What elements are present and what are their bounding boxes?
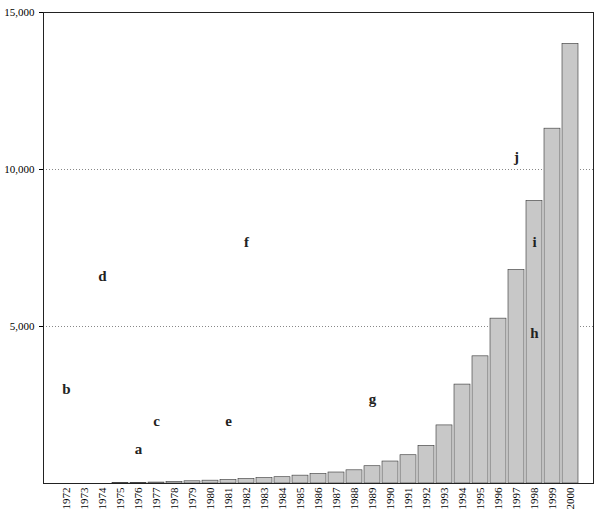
svg-text:b: b [62, 381, 70, 397]
svg-text:1983: 1983 [258, 487, 270, 510]
svg-text:1978: 1978 [168, 487, 180, 510]
svg-text:1995: 1995 [474, 487, 486, 510]
svg-text:1996: 1996 [492, 487, 504, 510]
svg-text:e: e [225, 413, 232, 429]
svg-text:1987: 1987 [330, 487, 342, 510]
svg-text:1984: 1984 [276, 487, 288, 510]
svg-text:1992: 1992 [420, 488, 432, 510]
svg-text:1979: 1979 [186, 487, 198, 510]
svg-text:5,000: 5,000 [10, 320, 35, 332]
svg-text:1981: 1981 [222, 488, 234, 510]
svg-text:1975: 1975 [114, 487, 126, 510]
svg-text:a: a [135, 441, 143, 457]
svg-text:1989: 1989 [366, 487, 378, 510]
svg-text:j: j [513, 149, 519, 165]
svg-text:1998: 1998 [528, 487, 540, 510]
svg-text:g: g [369, 391, 377, 407]
svg-text:1999: 1999 [546, 487, 558, 510]
svg-text:1973: 1973 [78, 487, 90, 510]
svg-text:1988: 1988 [348, 487, 360, 510]
svg-text:15,000: 15,000 [4, 6, 35, 18]
svg-text:1977: 1977 [150, 487, 162, 510]
svg-text:1994: 1994 [456, 487, 468, 510]
svg-text:d: d [98, 268, 107, 284]
svg-text:h: h [530, 325, 539, 341]
svg-text:1986: 1986 [312, 487, 324, 510]
svg-text:i: i [532, 234, 536, 250]
svg-text:1974: 1974 [96, 487, 108, 510]
svg-text:2000: 2000 [564, 487, 576, 510]
svg-text:1972: 1972 [60, 488, 72, 510]
svg-text:f: f [244, 234, 250, 250]
svg-text:1997: 1997 [510, 487, 522, 510]
svg-text:c: c [153, 413, 160, 429]
svg-text:1982: 1982 [240, 488, 252, 510]
svg-text:1985: 1985 [294, 487, 306, 510]
svg-text:1991: 1991 [402, 488, 414, 510]
svg-text:10,000: 10,000 [4, 163, 35, 175]
svg-text:1993: 1993 [438, 487, 450, 510]
svg-text:1990: 1990 [384, 487, 396, 510]
svg-text:1976: 1976 [132, 487, 144, 510]
svg-text:1980: 1980 [204, 487, 216, 510]
